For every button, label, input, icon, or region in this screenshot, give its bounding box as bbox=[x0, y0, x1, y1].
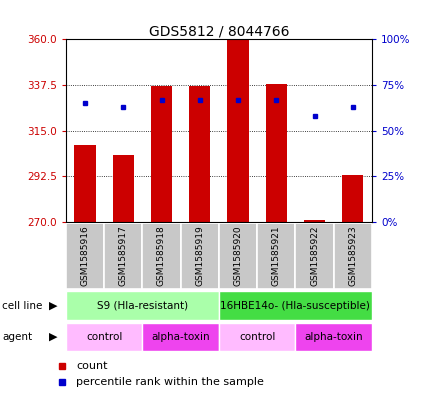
Text: 16HBE14o- (Hla-susceptible): 16HBE14o- (Hla-susceptible) bbox=[221, 301, 370, 310]
Text: GSM1585922: GSM1585922 bbox=[310, 226, 319, 286]
Text: percentile rank within the sample: percentile rank within the sample bbox=[76, 377, 264, 387]
Bar bbox=[74, 145, 96, 222]
Text: agent: agent bbox=[2, 332, 32, 342]
Bar bbox=[66, 292, 219, 320]
Text: GSM1585920: GSM1585920 bbox=[233, 226, 243, 286]
Bar bbox=[142, 223, 181, 289]
Bar bbox=[266, 84, 287, 222]
Bar bbox=[151, 86, 172, 222]
Text: control: control bbox=[239, 332, 275, 342]
Bar bbox=[219, 323, 295, 351]
Bar bbox=[66, 223, 104, 289]
Bar bbox=[295, 223, 334, 289]
Bar bbox=[257, 223, 295, 289]
Text: GSM1585917: GSM1585917 bbox=[119, 226, 128, 286]
Bar bbox=[113, 155, 134, 222]
Text: count: count bbox=[76, 360, 108, 371]
Bar bbox=[219, 223, 257, 289]
Text: GSM1585919: GSM1585919 bbox=[195, 226, 204, 286]
Text: ▶: ▶ bbox=[49, 332, 57, 342]
Text: GSM1585916: GSM1585916 bbox=[80, 226, 90, 286]
Bar bbox=[104, 223, 142, 289]
Text: S9 (Hla-resistant): S9 (Hla-resistant) bbox=[97, 301, 188, 310]
Bar bbox=[66, 323, 142, 351]
Title: GDS5812 / 8044766: GDS5812 / 8044766 bbox=[149, 24, 289, 38]
Bar bbox=[334, 223, 372, 289]
Bar bbox=[181, 223, 219, 289]
Bar bbox=[219, 292, 372, 320]
Bar bbox=[295, 323, 372, 351]
Text: GSM1585918: GSM1585918 bbox=[157, 226, 166, 286]
Text: alpha-toxin: alpha-toxin bbox=[304, 332, 363, 342]
Text: GSM1585921: GSM1585921 bbox=[272, 226, 281, 286]
Bar bbox=[189, 86, 210, 222]
Bar bbox=[304, 220, 325, 222]
Text: ▶: ▶ bbox=[49, 301, 57, 310]
Bar bbox=[227, 39, 249, 222]
Text: cell line: cell line bbox=[2, 301, 42, 310]
Bar bbox=[142, 323, 219, 351]
Text: control: control bbox=[86, 332, 122, 342]
Bar bbox=[342, 175, 363, 222]
Text: alpha-toxin: alpha-toxin bbox=[151, 332, 210, 342]
Text: GSM1585923: GSM1585923 bbox=[348, 226, 357, 286]
